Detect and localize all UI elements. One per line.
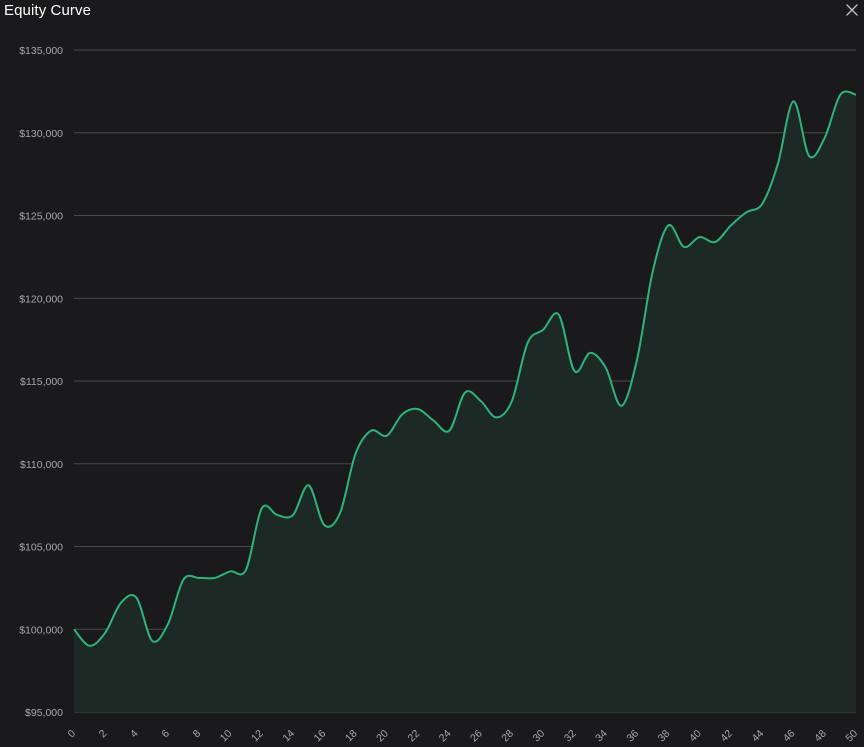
data-point — [118, 600, 124, 606]
data-point — [384, 433, 390, 439]
x-tick-label: 28 — [499, 728, 516, 745]
x-tick-label: 34 — [593, 728, 610, 745]
x-tick-label: 26 — [468, 728, 485, 745]
data-point — [681, 244, 687, 250]
y-tick-label: $120,000 — [19, 293, 63, 305]
x-tick-label: 46 — [781, 728, 798, 745]
equity-line — [73, 90, 857, 647]
x-tick-label: 32 — [562, 728, 579, 745]
data-point — [165, 621, 171, 627]
equity-area-fill — [74, 91, 856, 712]
data-point — [399, 411, 405, 417]
x-tick-label: 4 — [128, 728, 141, 741]
y-tick-label: $130,000 — [19, 128, 63, 140]
data-point — [71, 626, 77, 632]
data-point — [759, 201, 765, 207]
data-point — [87, 643, 93, 649]
data-point — [634, 356, 640, 362]
data-point — [571, 368, 577, 374]
data-point — [493, 414, 499, 420]
data-point — [650, 269, 656, 275]
data-point — [446, 428, 452, 434]
chart-title: Equity Curve — [4, 2, 92, 19]
data-point — [509, 398, 515, 404]
data-point — [822, 135, 828, 141]
data-point — [321, 522, 327, 528]
y-tick-label: $105,000 — [19, 542, 63, 554]
x-tick-label: 18 — [343, 728, 360, 745]
data-point — [462, 390, 468, 396]
data-point — [290, 512, 296, 518]
x-tick-label: 16 — [312, 728, 329, 745]
x-tick-label: 22 — [405, 728, 422, 745]
data-point — [775, 161, 781, 167]
data-point — [806, 153, 812, 159]
data-point — [618, 403, 624, 409]
data-point — [603, 365, 609, 371]
data-point — [697, 234, 703, 240]
y-axis-ticks: $95,000 $100,000 $105,000 $110,000 $115,000 $… — [19, 45, 63, 719]
data-point — [134, 595, 140, 601]
x-tick-label: 36 — [624, 728, 641, 745]
x-tick-label: 30 — [531, 728, 548, 745]
x-tick-label: 44 — [750, 728, 767, 745]
x-tick-label: 10 — [218, 728, 235, 745]
x-tick-label: 24 — [437, 728, 454, 745]
x-axis-ticks: 0 2 4 6 8 10 12 14 16 18 20 22 24 26 28 30 32 34 36 38 40 42 4… — [66, 728, 861, 745]
data-point — [478, 398, 484, 404]
x-tick-label: 50 — [843, 728, 860, 745]
panel-header: Equity Curve — [0, 0, 864, 22]
x-tick-label: 48 — [812, 728, 829, 745]
data-point — [728, 222, 734, 228]
x-tick-label: 2 — [97, 728, 110, 741]
data-point — [196, 575, 202, 581]
data-point — [212, 575, 218, 581]
data-point — [525, 340, 531, 346]
data-point — [744, 209, 750, 215]
y-tick-label: $125,000 — [19, 211, 63, 223]
data-point — [790, 98, 796, 104]
data-point — [837, 92, 843, 98]
x-tick-label: 0 — [66, 728, 79, 741]
y-tick-label: $100,000 — [19, 624, 63, 636]
data-point — [227, 568, 233, 574]
data-point — [540, 327, 546, 333]
data-point — [587, 350, 593, 356]
x-tick-label: 38 — [656, 728, 673, 745]
data-point — [180, 577, 186, 583]
data-point — [149, 638, 155, 644]
data-point — [102, 630, 108, 636]
data-point — [431, 418, 437, 424]
data-point — [337, 510, 343, 516]
x-tick-label: 20 — [374, 728, 391, 745]
close-icon[interactable] — [844, 2, 860, 18]
x-tick-label: 14 — [280, 728, 297, 745]
data-point — [353, 451, 359, 457]
x-tick-label: 40 — [687, 728, 704, 745]
x-tick-label: 12 — [249, 728, 266, 745]
data-point — [306, 482, 312, 488]
y-tick-label: $115,000 — [20, 376, 63, 388]
data-point — [368, 428, 374, 434]
data-point — [243, 567, 249, 573]
x-tick-label: 6 — [159, 728, 172, 741]
data-point — [274, 512, 280, 518]
data-point — [556, 312, 562, 318]
data-point — [415, 406, 421, 412]
data-point — [853, 92, 859, 98]
y-tick-label: $95,000 — [25, 707, 63, 719]
x-tick-label: 42 — [718, 728, 735, 745]
data-point — [665, 222, 671, 228]
data-point — [259, 505, 265, 511]
x-tick-label: 8 — [191, 728, 204, 741]
y-tick-label: $110,000 — [20, 459, 63, 471]
data-point — [712, 239, 718, 245]
y-tick-label: $135,000 — [19, 45, 63, 57]
